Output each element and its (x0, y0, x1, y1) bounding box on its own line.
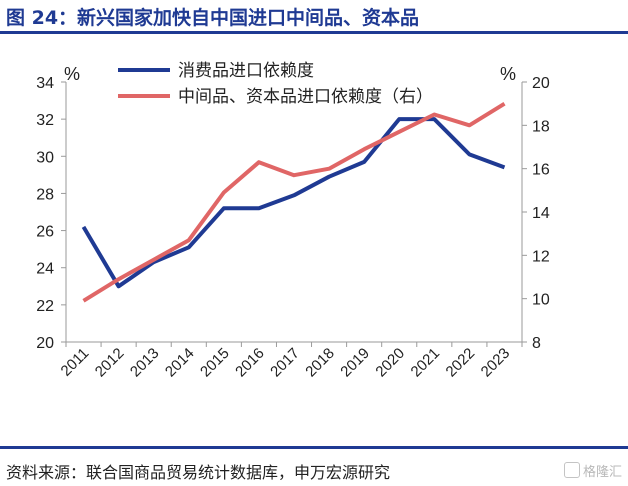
x-tick-label: 2016 (232, 345, 268, 381)
left-y-tick-label: 22 (36, 298, 54, 315)
right-y-unit-label: % (500, 64, 516, 84)
right-y-tick-label: 18 (532, 118, 550, 135)
series-line-1 (81, 117, 506, 289)
right-y-tick-label: 8 (532, 335, 541, 352)
left-y-tick-label: 28 (36, 186, 54, 203)
right-y-tick-label: 16 (532, 162, 550, 179)
right-y-tick-label: 20 (532, 75, 550, 92)
watermark-text: 格隆汇 (582, 465, 622, 480)
x-tick-label: 2022 (443, 345, 479, 381)
source-note: 资料来源：联合国商品贸易统计数据库，申万宏源研究 (6, 463, 391, 482)
chart-lines (81, 101, 506, 303)
left-y-tick-label: 20 (36, 335, 54, 352)
x-tick-label: 2021 (408, 345, 444, 381)
right-y-tick-label: 12 (532, 248, 550, 265)
x-tick-label: 2011 (58, 345, 93, 380)
series-line-2 (82, 101, 506, 303)
source-bar: 资料来源：联合国商品贸易统计数据库，申万宏源研究 格隆汇 (0, 446, 628, 486)
x-tick-label: 2023 (478, 345, 514, 381)
legend-label-2: 中间品、资本品进口依赖度（右） (178, 87, 433, 107)
watermark-logo-icon (563, 462, 580, 478)
left-y-tick-label: 24 (36, 261, 54, 278)
left-y-tick-label: 30 (36, 149, 54, 166)
title-bar: 图 24：新兴国家加快自中国进口中间品、资本品 (0, 0, 628, 34)
right-y-tick-label: 10 (532, 292, 550, 309)
x-tick-label: 2017 (267, 345, 303, 381)
x-tick-label: 2014 (162, 345, 198, 381)
right-y-tick-label: 14 (532, 205, 550, 222)
legend-label-1: 消费品进口依赖度 (178, 61, 314, 81)
left-y-unit-label: % (64, 64, 80, 84)
left-y-tick-label: 26 (36, 224, 54, 241)
x-tick-label: 2020 (372, 345, 408, 381)
x-tick-label: 2018 (302, 345, 338, 381)
x-tick-label: 2015 (197, 345, 233, 381)
figure-title: 图 24：新兴国家加快自中国进口中间品、资本品 (6, 7, 420, 29)
watermark: 格隆汇 (563, 461, 622, 480)
left-y-tick-label: 32 (36, 112, 54, 129)
x-tick-label: 2013 (127, 345, 163, 381)
left-y-tick-label: 34 (36, 75, 54, 92)
x-tick-label: 2019 (337, 345, 373, 381)
x-tick-label: 2012 (92, 345, 128, 381)
